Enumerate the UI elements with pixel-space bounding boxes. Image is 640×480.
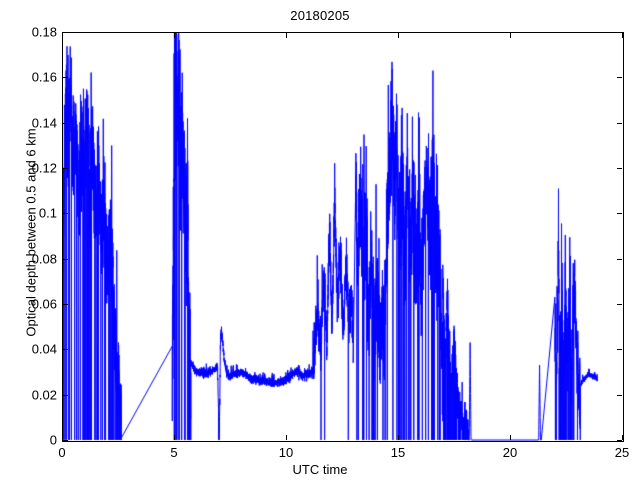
x-tick-mark [622, 33, 623, 38]
y-axis-tick-labels: 0 0.02 0.04 0.06 0.08 0.1 0.12 0.14 0.16 0.18 [0, 0, 57, 480]
x-tick-mark [398, 33, 399, 38]
x-tick-mark [622, 435, 623, 440]
y-tick-mark [617, 259, 622, 260]
x-tick-mark [510, 33, 511, 38]
x-tick-label: 15 [390, 445, 406, 460]
y-tick-mark [617, 395, 622, 396]
x-tick-mark [510, 435, 511, 440]
x-tick-label: 10 [278, 445, 294, 460]
y-tick-mark [63, 395, 68, 396]
y-tick-mark [63, 259, 68, 260]
y-tick-mark [63, 440, 68, 441]
x-tick-label: 0 [58, 445, 66, 460]
y-tick-label: 0.08 [31, 251, 57, 267]
x-tick-mark [286, 33, 287, 38]
y-tick-mark [63, 77, 68, 78]
x-tick-mark [62, 33, 63, 38]
y-tick-label: 0.02 [31, 387, 57, 403]
x-tick-mark [398, 435, 399, 440]
y-tick-mark [617, 304, 622, 305]
x-tick-label: 25 [614, 445, 630, 460]
y-tick-mark [63, 213, 68, 214]
y-tick-label: 0.16 [31, 69, 57, 85]
y-tick-label: 0.04 [31, 341, 57, 357]
x-tick-mark [286, 435, 287, 440]
y-tick-mark [617, 440, 622, 441]
y-tick-mark [617, 123, 622, 124]
y-tick-mark [63, 168, 68, 169]
y-tick-mark [63, 32, 68, 33]
plot-data-canvas [63, 33, 623, 441]
y-tick-label: 0 [49, 432, 57, 448]
y-tick-mark [617, 32, 622, 33]
y-tick-label: 0.14 [31, 115, 57, 131]
y-tick-mark [63, 304, 68, 305]
x-tick-mark [62, 435, 63, 440]
x-tick-mark [174, 435, 175, 440]
x-axis-label: UTC time [292, 462, 348, 477]
chart-title: 20180205 [290, 8, 350, 23]
y-tick-mark [617, 168, 622, 169]
y-tick-mark [617, 213, 622, 214]
y-tick-label: 0.12 [31, 160, 57, 176]
y-tick-label: 0.18 [31, 24, 57, 40]
y-tick-mark [63, 123, 68, 124]
y-tick-mark [617, 77, 622, 78]
x-tick-mark [174, 33, 175, 38]
x-tick-label: 20 [502, 445, 518, 460]
y-tick-mark [63, 349, 68, 350]
x-tick-label: 5 [170, 445, 178, 460]
y-tick-label: 0.1 [38, 205, 57, 221]
y-tick-mark [617, 349, 622, 350]
y-tick-label: 0.06 [31, 296, 57, 312]
